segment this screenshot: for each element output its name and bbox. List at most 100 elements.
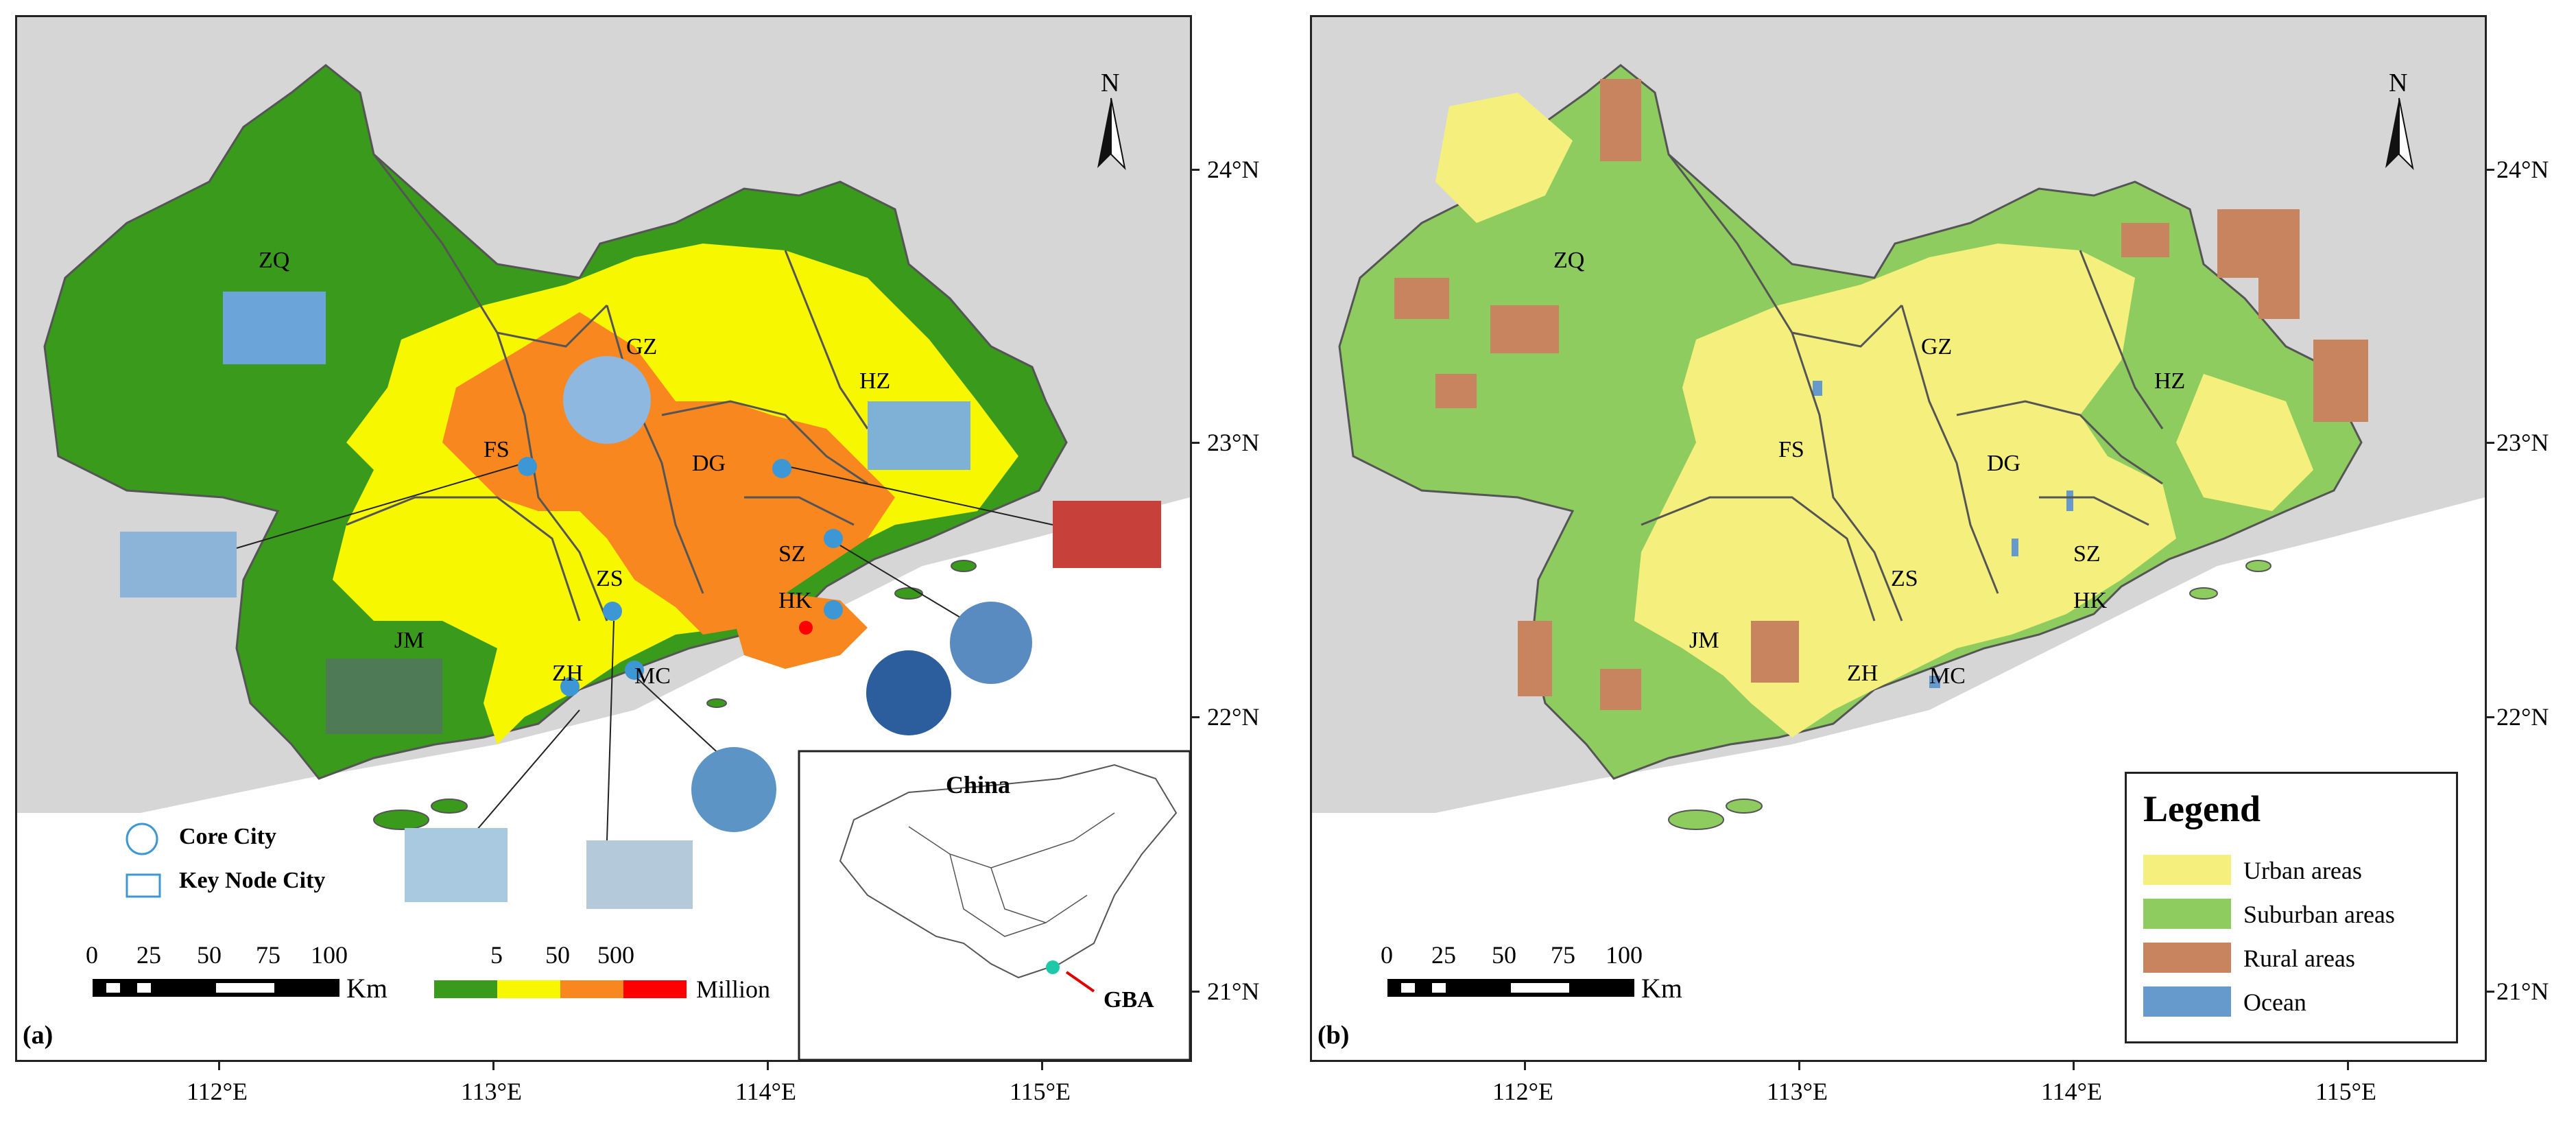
north-arrow-b-half — [2398, 97, 2414, 171]
inset-gba-label: GBA — [1104, 987, 1154, 1013]
lat-tick-b-23 — [2485, 442, 2494, 444]
city-hz: HZ — [859, 368, 891, 394]
lon-label-a-114: 114°E — [735, 1078, 797, 1105]
city-zs-b: ZS — [1891, 566, 1918, 591]
urban-north — [1435, 93, 1573, 223]
islands-a — [373, 560, 977, 830]
legend-label-urban: Urban areas — [2243, 857, 2362, 884]
city-zs: ZS — [596, 566, 623, 591]
lat-tick-b-24 — [2485, 169, 2494, 171]
map-panel-a: ZQ GZ HZ FS DG SZ ZS HK JM ZH MC N Core … — [15, 15, 1192, 1062]
pop-unit: Million — [696, 976, 771, 1003]
city-dg-b: DG — [1987, 451, 2021, 476]
scale-bar-b — [1387, 979, 1634, 997]
lon-tick-b-113 — [1798, 1061, 1800, 1070]
city-zh: ZH — [552, 661, 584, 686]
lat-tick-a-22 — [1190, 716, 1200, 718]
lat-label-b-21: 21°N — [2496, 978, 2549, 1005]
city-hk-b: HK — [2073, 588, 2108, 613]
lon-label-b-112: 112°E — [1492, 1078, 1554, 1105]
lat-label-b-24: 24°N — [2496, 156, 2549, 183]
city-sz-b: SZ — [2073, 541, 2101, 567]
city-zq: ZQ — [259, 248, 290, 273]
lon-label-b-114: 114°E — [2041, 1078, 2103, 1105]
photo-sz — [950, 602, 1032, 684]
lon-tick-a-114 — [767, 1061, 769, 1070]
map-a-svg — [17, 17, 1190, 1060]
core-city-symbol — [126, 823, 158, 855]
population-colorbar — [434, 980, 687, 998]
scale-b-25: 25 — [1431, 941, 1456, 969]
legend-key-node-city: Key Node City — [179, 868, 326, 893]
lon-tick-b-115 — [2347, 1061, 2349, 1070]
photo-hz — [868, 401, 970, 470]
lat-tick-a-24 — [1190, 169, 1200, 171]
map-b-svg — [1312, 17, 2485, 1060]
islands-b — [1668, 560, 2271, 830]
lon-tick-b-112 — [1524, 1061, 1526, 1070]
lon-label-a-113: 113°E — [461, 1078, 523, 1105]
legend-core-city: Core City — [179, 824, 276, 849]
ocean-patches — [1813, 381, 2073, 688]
rural-patches — [1394, 79, 2368, 710]
city-jm: JM — [394, 628, 425, 653]
lat-label-a-21: 21°N — [1207, 978, 1260, 1005]
pins-a — [518, 457, 843, 696]
scale-a-50: 50 — [197, 941, 222, 969]
scale-a-75: 75 — [256, 941, 281, 969]
scale-b-50: 50 — [1492, 941, 1516, 969]
pop-tick-500: 500 — [597, 941, 634, 969]
lat-tick-b-22 — [2485, 716, 2494, 718]
photo-gz — [563, 356, 651, 444]
city-hk: HK — [778, 588, 813, 613]
inset-gba-arrow — [1065, 971, 1095, 993]
map-panel-b: ZQ GZ HZ FS DG SZ ZS HK JM ZH MC N 0 25 … — [1310, 15, 2487, 1062]
lon-label-b-113: 113°E — [1767, 1078, 1828, 1105]
lon-tick-a-112 — [218, 1061, 220, 1070]
scale-a-0: 0 — [86, 941, 98, 969]
scale-bar-a — [93, 979, 339, 997]
legend-swatch-urban — [2143, 855, 2231, 885]
inset-china-outline — [839, 764, 1178, 979]
legend-title: Legend — [2143, 788, 2261, 829]
scale-a-25: 25 — [136, 941, 161, 969]
city-hz-b: HZ — [2154, 368, 2186, 394]
legend-swatch-rural — [2143, 943, 2231, 973]
lat-label-a-24: 24°N — [1207, 156, 1260, 183]
inset-provinces — [908, 812, 1115, 937]
lat-tick-a-23 — [1190, 442, 1200, 444]
lon-tick-b-114 — [2073, 1061, 2075, 1070]
key-node-symbol — [126, 873, 161, 898]
photo-mc-bottom — [586, 840, 693, 909]
north-label-b: N — [2389, 69, 2408, 97]
city-sz: SZ — [778, 541, 806, 567]
scale-a-100: 100 — [311, 941, 348, 969]
lon-tick-a-113 — [492, 1061, 494, 1070]
scale-b-75: 75 — [1551, 941, 1575, 969]
photo-zq — [223, 292, 326, 364]
legend-label-rural: Rural areas — [2243, 945, 2355, 972]
scale-b-unit: Km — [1641, 973, 1682, 1004]
lat-tick-a-21 — [1190, 991, 1200, 993]
north-arrow-a-half — [1110, 97, 1126, 171]
photo-sz-right — [1053, 501, 1161, 568]
scale-b-0: 0 — [1381, 941, 1393, 969]
lon-label-a-115: 115°E — [1010, 1078, 1071, 1105]
lat-label-a-22: 22°N — [1207, 703, 1260, 731]
panel-a-label: (a) — [23, 1021, 53, 1050]
legend-swatch-suburban — [2143, 899, 2231, 929]
photo-hk — [866, 650, 951, 735]
city-mc-b: MC — [1929, 663, 1966, 689]
city-zh-b: ZH — [1847, 661, 1879, 686]
pop-red-spot — [799, 621, 813, 635]
photo-jm — [326, 659, 442, 734]
city-gz: GZ — [626, 334, 658, 359]
photo-zh — [405, 828, 508, 902]
city-boundaries-b — [1641, 154, 2164, 622]
pop-tick-50: 50 — [545, 941, 570, 969]
lon-label-a-112: 112°E — [187, 1078, 248, 1105]
panel-b-label: (b) — [1317, 1021, 1350, 1050]
city-fs: FS — [484, 437, 510, 462]
lat-tick-b-21 — [2485, 991, 2494, 993]
pop-tick-5: 5 — [490, 941, 503, 969]
